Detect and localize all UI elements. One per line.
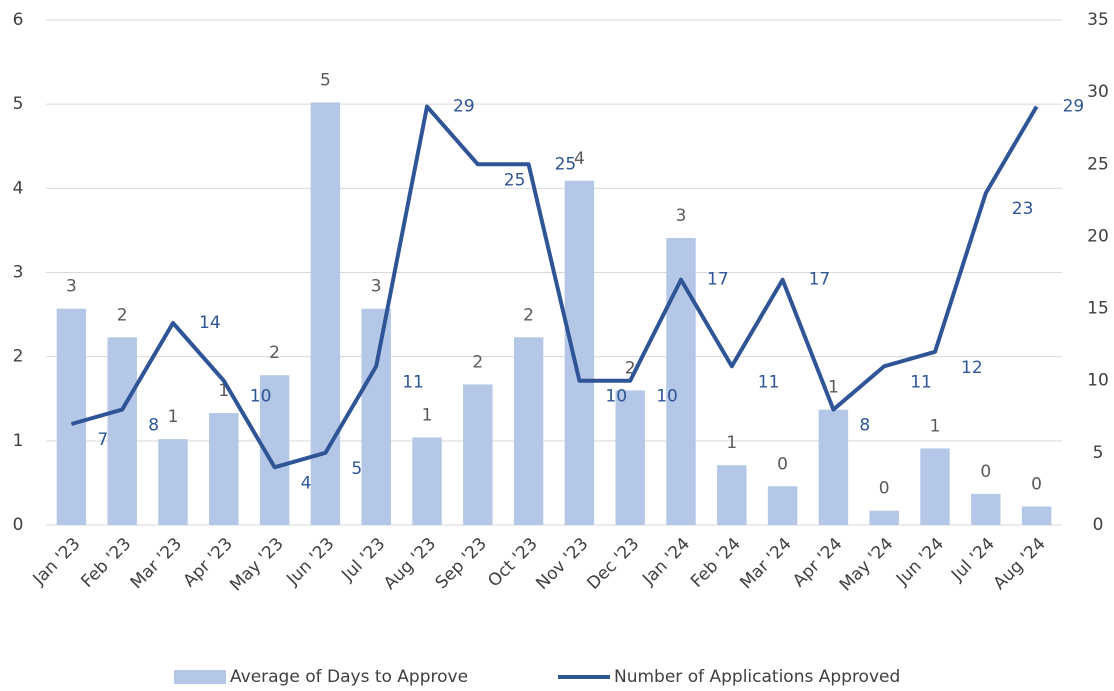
bar [310, 102, 341, 525]
bar-value-label: 5 [320, 70, 331, 90]
x-tick-label: Jun '24 [892, 534, 948, 590]
bar-value-label: 2 [117, 305, 128, 325]
line-value-label: 25 [504, 170, 526, 190]
bar [107, 337, 137, 525]
bar [209, 413, 239, 525]
y-tick-label: 3 [13, 263, 24, 283]
line [70, 104, 1039, 470]
bar-value-label: 1 [168, 407, 179, 427]
y2-tick-label: 20 [1087, 226, 1109, 246]
bar-value-label: 0 [879, 479, 890, 499]
x-tick-label: Nov '23 [532, 534, 592, 594]
bar-value-label: 1 [218, 381, 229, 401]
bar-value-label: 2 [472, 352, 483, 372]
bar [564, 180, 595, 525]
bar [1021, 506, 1052, 525]
y2-tick-label: 35 [1087, 10, 1109, 30]
bar [971, 493, 1001, 525]
line-value-label: 23 [1012, 199, 1034, 219]
bar [56, 308, 87, 525]
bar-value-label: 4 [574, 149, 585, 169]
bar [158, 439, 188, 525]
line-value-label: 8 [148, 416, 159, 436]
line-value-label: 11 [758, 372, 780, 392]
bar-value-label: 3 [66, 277, 77, 297]
bar [361, 308, 391, 525]
line-value-label: 7 [97, 430, 108, 450]
x-tick-label: Sep '23 [432, 534, 491, 593]
bar-value-label: 0 [777, 454, 788, 474]
y-tick-label: 4 [13, 178, 24, 198]
x-tick-label: Aug '23 [380, 534, 440, 594]
bar-value-label: 3 [676, 206, 687, 226]
x-tick-label: Jan '24 [638, 534, 694, 590]
bar-value-label: 0 [980, 462, 991, 482]
bar [513, 337, 544, 525]
line-value-label: 10 [656, 387, 678, 407]
bar [463, 384, 493, 525]
bar-value-label: 0 [1031, 474, 1042, 494]
line-value-label: 8 [859, 416, 870, 436]
bar-value-label: 2 [269, 343, 280, 363]
bar-value-label: 1 [828, 378, 839, 398]
line-value-label: 10 [250, 387, 272, 407]
line-value-label: 29 [1063, 97, 1085, 117]
bar [869, 510, 899, 525]
bar-value-label: 2 [523, 305, 534, 325]
x-tick-label: Mar '24 [736, 534, 795, 593]
y-tick-label: 2 [13, 347, 24, 367]
x-tick-label: Feb '23 [77, 534, 135, 592]
x-tick-label: Mar '23 [127, 534, 186, 593]
line-value-label: 25 [555, 154, 577, 174]
x-tick-label: May '23 [226, 534, 287, 595]
y-tick-label: 5 [13, 94, 24, 114]
x-tick-label: Aug '24 [990, 534, 1050, 594]
x-tick-label: Feb '24 [687, 534, 745, 592]
bar-value-label: 1 [930, 416, 941, 436]
line-value-label: 17 [707, 270, 729, 290]
line-value-label: 14 [199, 313, 221, 333]
bar [717, 465, 747, 525]
bar [920, 448, 950, 525]
y2-tick-label: 30 [1087, 82, 1109, 102]
legend-label: Average of Days to Approve [230, 667, 468, 687]
y-tick-label: 6 [13, 10, 24, 30]
y2-tick-label: 10 [1087, 371, 1109, 391]
bar [412, 437, 442, 525]
legend-label: Number of Applications Approved [614, 667, 900, 687]
x-tick-label: Jan '23 [29, 534, 85, 590]
legend-swatch [174, 670, 226, 684]
line-value-label: 5 [351, 459, 362, 479]
bar-value-label: 3 [371, 277, 382, 297]
x-tick-label: May '24 [836, 534, 897, 595]
y2-tick-label: 25 [1087, 154, 1109, 174]
bar [818, 409, 849, 525]
line-value-label: 17 [809, 270, 831, 290]
line-value-label: 10 [605, 387, 627, 407]
bar-value-label: 1 [726, 433, 737, 453]
bar [666, 237, 696, 525]
x-tick-label: Jun '23 [282, 534, 338, 590]
y2-tick-label: 5 [1093, 443, 1104, 463]
line-value-label: 29 [453, 97, 475, 117]
y-tick-label: 0 [13, 515, 24, 535]
line-value-label: 11 [910, 372, 932, 392]
bar-value-label: 2 [625, 358, 636, 378]
y2-tick-label: 15 [1087, 299, 1109, 319]
line-value-label: 11 [402, 372, 424, 392]
y-tick-label: 1 [13, 431, 24, 451]
line-value-label: 12 [961, 358, 983, 378]
x-tick-label: Oct '23 [484, 534, 541, 591]
y2-tick-label: 0 [1093, 515, 1104, 535]
bar-value-label: 1 [422, 405, 433, 425]
line-value-label: 4 [301, 473, 312, 493]
x-tick-label: Dec '23 [583, 534, 643, 594]
bar [615, 390, 645, 525]
bar [767, 486, 798, 525]
